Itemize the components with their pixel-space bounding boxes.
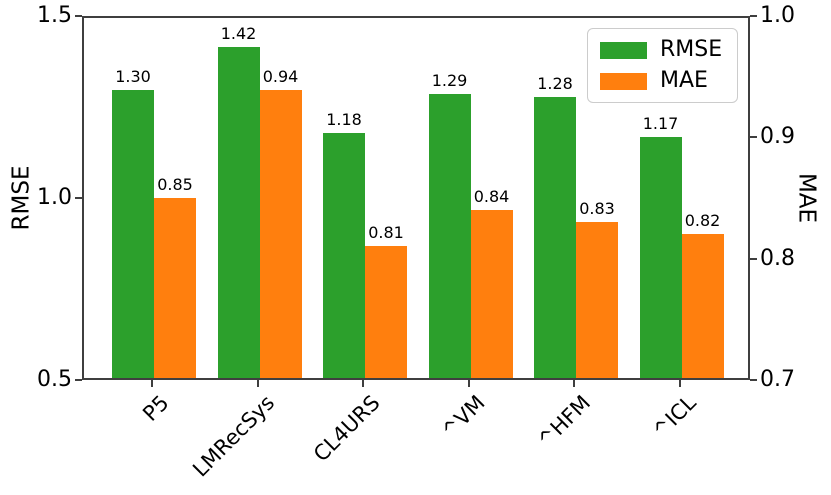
bar-value-label-mae-icl: 0.82: [684, 211, 721, 230]
x-tick-mark: [256, 380, 259, 387]
plot-area: 1.30 0.85 1.42 0.94 1.18 0.81 1.29 0.84 1.28 0.83…: [82, 16, 750, 380]
x-tick-label-hfm: ^HFM: [533, 390, 596, 453]
legend-label-rmse: RMSE: [660, 37, 723, 62]
bar-value-label-mae-vm: 0.84: [473, 187, 510, 206]
bar-value-label-mae-hfm: 0.83: [579, 199, 615, 219]
left-axis-tick-label-0.5: 0.5: [37, 367, 72, 392]
bar-rmse-cl4urs: [323, 133, 365, 378]
x-tick-label-vm: ^VM: [437, 390, 491, 443]
right-axis-tick-label-0.9: 0.9: [760, 124, 795, 150]
bar-value-label-mae-lmrecsys: 0.94: [262, 67, 299, 86]
right-axis-tick-label-0.7: 0.7: [760, 367, 795, 392]
x-tick-label-cl4urs: CL4URS: [308, 390, 385, 467]
bar-mae-lmrecsys: [259, 90, 302, 378]
x-tick-mark: [678, 380, 681, 387]
bar-value-label-mae-cl4urs: 0.81: [368, 223, 404, 242]
bar-rmse-vm: [428, 93, 471, 378]
left-tick-mark: [75, 379, 82, 381]
legend-item-rmse: RMSE: [600, 39, 725, 61]
x-tick-label-icl: ^ICL: [648, 390, 702, 444]
right-tick-mark: [750, 257, 757, 260]
bar-value-label-rmse-lmrecsys: 1.42: [220, 23, 257, 43]
bar-value-label-mae-p5: 0.85: [157, 175, 193, 194]
x-tick-mark: [467, 380, 470, 387]
bar-value-label-rmse-icl: 1.17: [642, 113, 679, 133]
legend-label-mae: MAE: [660, 68, 708, 93]
x-tick-mark: [573, 380, 575, 387]
x-tick-label-lmrecsys: LMRecSys: [188, 390, 280, 482]
x-tick-mark: [151, 380, 153, 387]
bar-mae-cl4urs: [365, 246, 407, 378]
x-tick-mark: [362, 380, 364, 387]
x-tick-label-p5: P5: [138, 390, 174, 426]
left-tick-mark: [75, 15, 82, 17]
legend-item-mae: MAE: [600, 70, 725, 92]
left-axis-tick-label-1.0: 1.0: [37, 185, 72, 210]
bar-mae-hfm: [576, 222, 618, 378]
right-axis-tick-label-1.0: 1.0: [760, 3, 795, 28]
bar-mae-p5: [154, 198, 196, 378]
bar-rmse-lmrecsys: [217, 46, 260, 378]
bar-rmse-hfm: [534, 97, 576, 378]
right-axis-title: MAE: [793, 172, 820, 224]
right-tick-mark: [750, 15, 757, 17]
bar-mae-vm: [470, 210, 513, 378]
bar-value-label-rmse-p5: 1.30: [115, 67, 151, 86]
bar-rmse-p5: [112, 90, 154, 378]
bars-container: 1.30 0.85 1.42 0.94 1.18 0.81 1.29 0.84 1.28 0.83…: [84, 18, 748, 378]
right-axis-tick-label-0.8: 0.8: [760, 245, 795, 271]
bar-value-label-rmse-vm: 1.29: [431, 70, 468, 90]
bar-value-label-rmse-cl4urs: 1.18: [326, 110, 362, 130]
left-axis-tick-label-1.5: 1.5: [37, 3, 72, 28]
mae-swatch-icon: [600, 72, 647, 90]
legend: RMSE MAE: [587, 28, 738, 103]
bar-rmse-icl: [639, 136, 682, 378]
right-tick-mark: [750, 379, 757, 381]
right-tick-mark: [750, 136, 757, 139]
bar-value-label-rmse-hfm: 1.28: [537, 74, 573, 94]
left-tick-mark: [75, 197, 82, 199]
rmse-swatch-icon: [600, 41, 647, 59]
left-axis-title: RMSE: [8, 165, 35, 231]
bar-mae-icl: [681, 234, 724, 378]
